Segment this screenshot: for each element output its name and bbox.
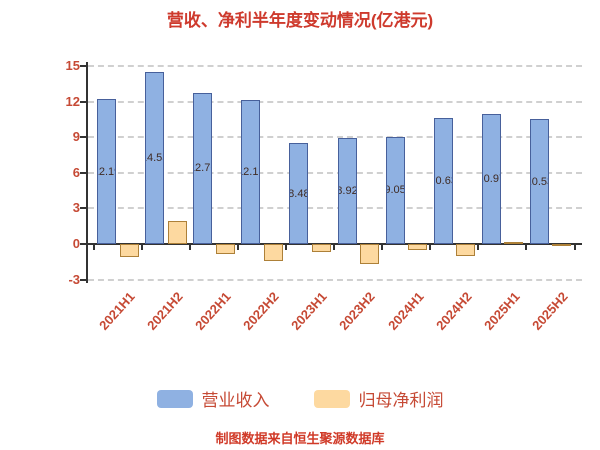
revenue-value-label-2024H1: 9.05	[387, 184, 405, 197]
x-axis-label-2025H2: 2025H2	[528, 289, 571, 333]
x-axis-label-2023H2: 2023H2	[336, 289, 379, 333]
revenue-value-label-2024H2: 10.63	[435, 174, 452, 187]
revenue-value-label-2023H2: 8.92	[339, 185, 357, 198]
y-tick-9	[80, 136, 86, 139]
gridline-y-3	[88, 278, 582, 281]
profit-bar-2023H2	[360, 244, 379, 265]
y-tick-label-9: 9	[72, 129, 80, 145]
profit-bar-2022H2	[263, 244, 283, 262]
legend-item-revenue: 营业收入	[156, 386, 270, 411]
revenue-value-label-2022H1: 12.76	[194, 162, 211, 175]
revenue-bar-2025H2: 10.53	[529, 119, 549, 244]
y-tick-6	[80, 171, 86, 174]
x-tick-5	[333, 244, 335, 250]
legend: 营业收入 归母净利润	[0, 386, 600, 411]
legend-label: 归母净利润	[358, 391, 444, 410]
revenue-bar-2023H1: 8.48	[289, 143, 309, 244]
y-tick-label-3: 3	[72, 200, 80, 216]
revenue-value-label-2021H2: 14.53	[146, 151, 163, 164]
x-tick-1	[140, 244, 143, 250]
revenue-bar-2023H2: 8.92	[337, 138, 357, 244]
revenue-value-label-2025H2: 10.53	[531, 175, 548, 188]
revenue-value-label-2023H1: 8.48	[290, 187, 309, 200]
profit-bar-2021H1	[119, 244, 139, 258]
revenue-bar-2025H1: 10.97	[481, 113, 501, 244]
footer-source-note: 制图数据来自恒生聚源数据库	[215, 431, 385, 446]
revenue-bar-2021H1: 12.19	[97, 99, 116, 244]
chart-title: 营收、净利半年度变动情况(亿港元)	[166, 11, 434, 30]
profit-bar-2024H1	[408, 244, 428, 250]
x-tick-6	[381, 244, 384, 250]
profit-bar-2025H2	[552, 244, 572, 246]
gridline-y3	[88, 207, 582, 210]
y-tick-3	[80, 207, 86, 210]
x-tick-9	[525, 244, 528, 250]
x-axis-label-2021H1: 2021H1	[96, 289, 138, 333]
x-tick-2	[188, 244, 191, 250]
x-axis-label-2024H2: 2024H2	[432, 289, 475, 333]
y-tick-0	[80, 243, 86, 245]
profit-bar-2023H1	[311, 244, 331, 253]
y-tick-label--3: -3	[68, 271, 80, 287]
profit-bar-2021H2	[167, 220, 187, 244]
gridline-y6	[88, 171, 582, 174]
revenue-bar-2021H2: 14.53	[145, 71, 165, 244]
y-axis-line	[86, 62, 88, 283]
x-axis-label-2024H1: 2024H1	[384, 289, 427, 333]
y-tick-label-15: 15	[65, 58, 80, 73]
profit-bar-2022H1	[215, 244, 235, 255]
profit-bar-2025H1	[504, 241, 524, 244]
profit-bar-2024H2	[456, 244, 476, 256]
revenue-value-label-2025H1: 10.97	[483, 172, 500, 185]
y-tick--3	[80, 278, 86, 281]
x-tick-3	[236, 244, 239, 250]
x-axis-label-2021H2: 2021H2	[144, 289, 186, 333]
legend-item-net-profit: 归母净利润	[313, 386, 444, 411]
x-tick-10	[573, 244, 576, 250]
x-axis-label-2023H1: 2023H1	[288, 289, 331, 333]
x-tick-7	[429, 244, 432, 250]
revenue-bar-2024H2: 10.63	[433, 117, 453, 244]
y-tick-label-0: 0	[72, 236, 80, 251]
x-axis-label-2022H2: 2022H2	[240, 289, 282, 333]
gridline-y9	[88, 136, 582, 139]
y-tick-label-6: 6	[72, 164, 80, 180]
x-tick-0	[92, 244, 95, 250]
revenue-bar-2024H1: 9.05	[385, 136, 405, 244]
y-tick-12	[80, 100, 86, 103]
gridline-y15	[88, 65, 582, 67]
y-tick-label-12: 12	[65, 93, 80, 109]
y-tick-15	[80, 65, 86, 67]
legend-swatch-icon	[313, 389, 350, 408]
revenue-bar-2022H1: 12.76	[193, 92, 213, 244]
legend-swatch-icon	[156, 389, 193, 408]
x-tick-4	[284, 244, 287, 250]
x-axis-label-2025H1: 2025H1	[480, 289, 523, 333]
revenue-value-label-2021H1: 12.19	[98, 165, 115, 178]
revenue-value-label-2022H2: 12.16	[242, 165, 259, 178]
revenue-bar-2022H2: 12.16	[241, 99, 261, 244]
gridline-y12	[88, 100, 582, 103]
x-axis-label-2022H1: 2022H1	[192, 289, 234, 333]
x-tick-8	[477, 244, 480, 250]
legend-label: 营业收入	[201, 391, 270, 410]
